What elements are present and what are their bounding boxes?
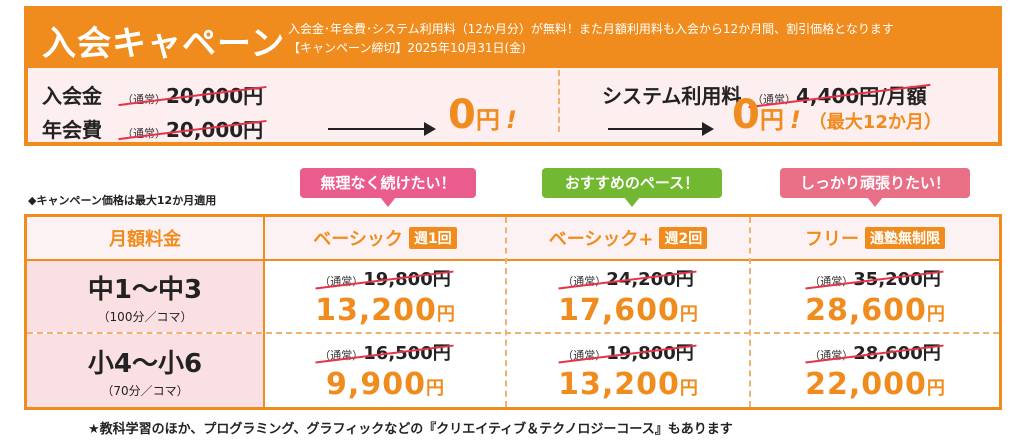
system-label: システム利用料 xyxy=(602,84,742,108)
footer-note: ★教科学習のほか、プログラミング、グラフィックなどの『クリエイティブ＆テクノロジ… xyxy=(88,422,733,437)
normal-label: （通常） xyxy=(122,93,166,106)
table-divider xyxy=(505,217,507,407)
table-divider xyxy=(27,332,999,334)
campaign-note: ◆キャンペーン価格は最大12か月適用 xyxy=(28,194,217,207)
system-free-note: （最大12か月） xyxy=(808,112,942,133)
plan-header-basic-plus: ベーシック+ 週2回 xyxy=(507,217,749,259)
campaign-box: 入会キャペーン 入会金･年会費･システム利用料（12か月分）が無料！また月額利用… xyxy=(24,6,1002,146)
table-row-label: 小4～小6 （70分／コマ） xyxy=(27,334,263,407)
old-price: 16,500円 xyxy=(363,343,451,364)
grade-sub: （100分／コマ） xyxy=(97,309,193,324)
admission-fee-row: 入会金 （通常）20,000円 xyxy=(42,80,263,109)
campaign-price: 17,600 xyxy=(558,293,680,328)
plan-header-free: フリー 通塾無制限 xyxy=(751,217,999,259)
grade-name: 中1～中3 xyxy=(87,274,203,305)
admission-label: 入会金 xyxy=(42,84,102,108)
bubble-free: しっかり頑張りたい！ xyxy=(780,168,970,207)
admission-old-value: 20,000円 xyxy=(166,84,264,108)
campaign-price: 28,600 xyxy=(805,293,927,328)
normal-label: （通常） xyxy=(122,127,166,140)
campaign-deadline: 【キャンペーン締切】2025年10月31日(金) xyxy=(288,41,526,55)
old-price: 19,800円 xyxy=(363,269,451,290)
plan-badge: 週1回 xyxy=(408,227,457,249)
old-price: 28,600円 xyxy=(853,343,941,364)
fee-free-price: 0円! xyxy=(448,92,517,138)
price-cell: （通常）24,200円 17,600円 xyxy=(507,261,749,332)
campaign-header: 入会キャペーン 入会金･年会費･システム利用料（12か月分）が無料！また月額利用… xyxy=(28,10,998,68)
table-header-label-cell: 月額料金 xyxy=(27,217,263,259)
campaign-divider xyxy=(558,70,560,132)
table-divider xyxy=(27,259,999,261)
old-price: 24,200円 xyxy=(606,269,694,290)
price-cell: （通常）28,600円 22,000円 xyxy=(751,334,999,407)
system-free-price: 0円! （最大12か月） xyxy=(732,92,942,138)
price-table: 月額料金 ベーシック 週1回 ベーシック+ 週2回 フリー 通塾無制限 中1～中3 （… xyxy=(24,214,1002,410)
campaign-title: 入会キャペーン xyxy=(42,24,286,64)
annual-label: 年会費 xyxy=(42,118,102,142)
grade-sub: （70分／コマ） xyxy=(101,383,189,398)
price-cell: （通常）16,500円 9,900円 xyxy=(265,334,505,407)
campaign-description: 入会金･年会費･システム利用料（12か月分）が無料！また月額利用料も入会から12… xyxy=(288,20,894,58)
old-price: 19,800円 xyxy=(606,343,694,364)
campaign-price: 13,200 xyxy=(558,367,680,402)
system-fee-row: システム利用料 （通常）4,400円/月額 xyxy=(602,80,927,109)
plan-badge: 通塾無制限 xyxy=(865,227,945,249)
system-old-price: （通常）4,400円/月額 xyxy=(752,80,927,109)
admission-old-price: （通常）20,000円 xyxy=(122,80,263,109)
plan-header-basic: ベーシック 週1回 xyxy=(265,217,505,259)
campaign-price: 22,000 xyxy=(805,367,927,402)
right-arrow-icon xyxy=(608,122,714,136)
price-cell: （通常）19,800円 13,200円 xyxy=(507,334,749,407)
old-price: 35,200円 xyxy=(853,269,941,290)
grade-name: 小4～小6 xyxy=(87,348,203,379)
table-divider xyxy=(263,217,265,407)
annual-fee-row: 年会費 （通常）20,000円 xyxy=(42,114,263,143)
price-cell: （通常）19,800円 13,200円 xyxy=(265,261,505,332)
table-row-label: 中1～中3 （100分／コマ） xyxy=(27,261,263,332)
campaign-price: 13,200 xyxy=(315,293,437,328)
campaign-price: 9,900 xyxy=(326,367,426,402)
right-arrow-icon xyxy=(328,122,436,136)
annual-old-price: （通常）20,000円 xyxy=(122,114,263,143)
bubble-basic: 無理なく続けたい！ xyxy=(300,168,476,207)
plan-badge: 週2回 xyxy=(659,227,708,249)
annual-old-value: 20,000円 xyxy=(166,118,264,142)
bubble-basic-plus: おすすめのペース！ xyxy=(542,168,722,207)
price-cell: （通常）35,200円 28,600円 xyxy=(751,261,999,332)
table-divider xyxy=(749,217,751,407)
monthly-fee-label: 月額料金 xyxy=(109,229,181,250)
campaign-desc-line1: 入会金･年会費･システム利用料（12か月分）が無料！また月額利用料も入会から12… xyxy=(288,22,894,36)
